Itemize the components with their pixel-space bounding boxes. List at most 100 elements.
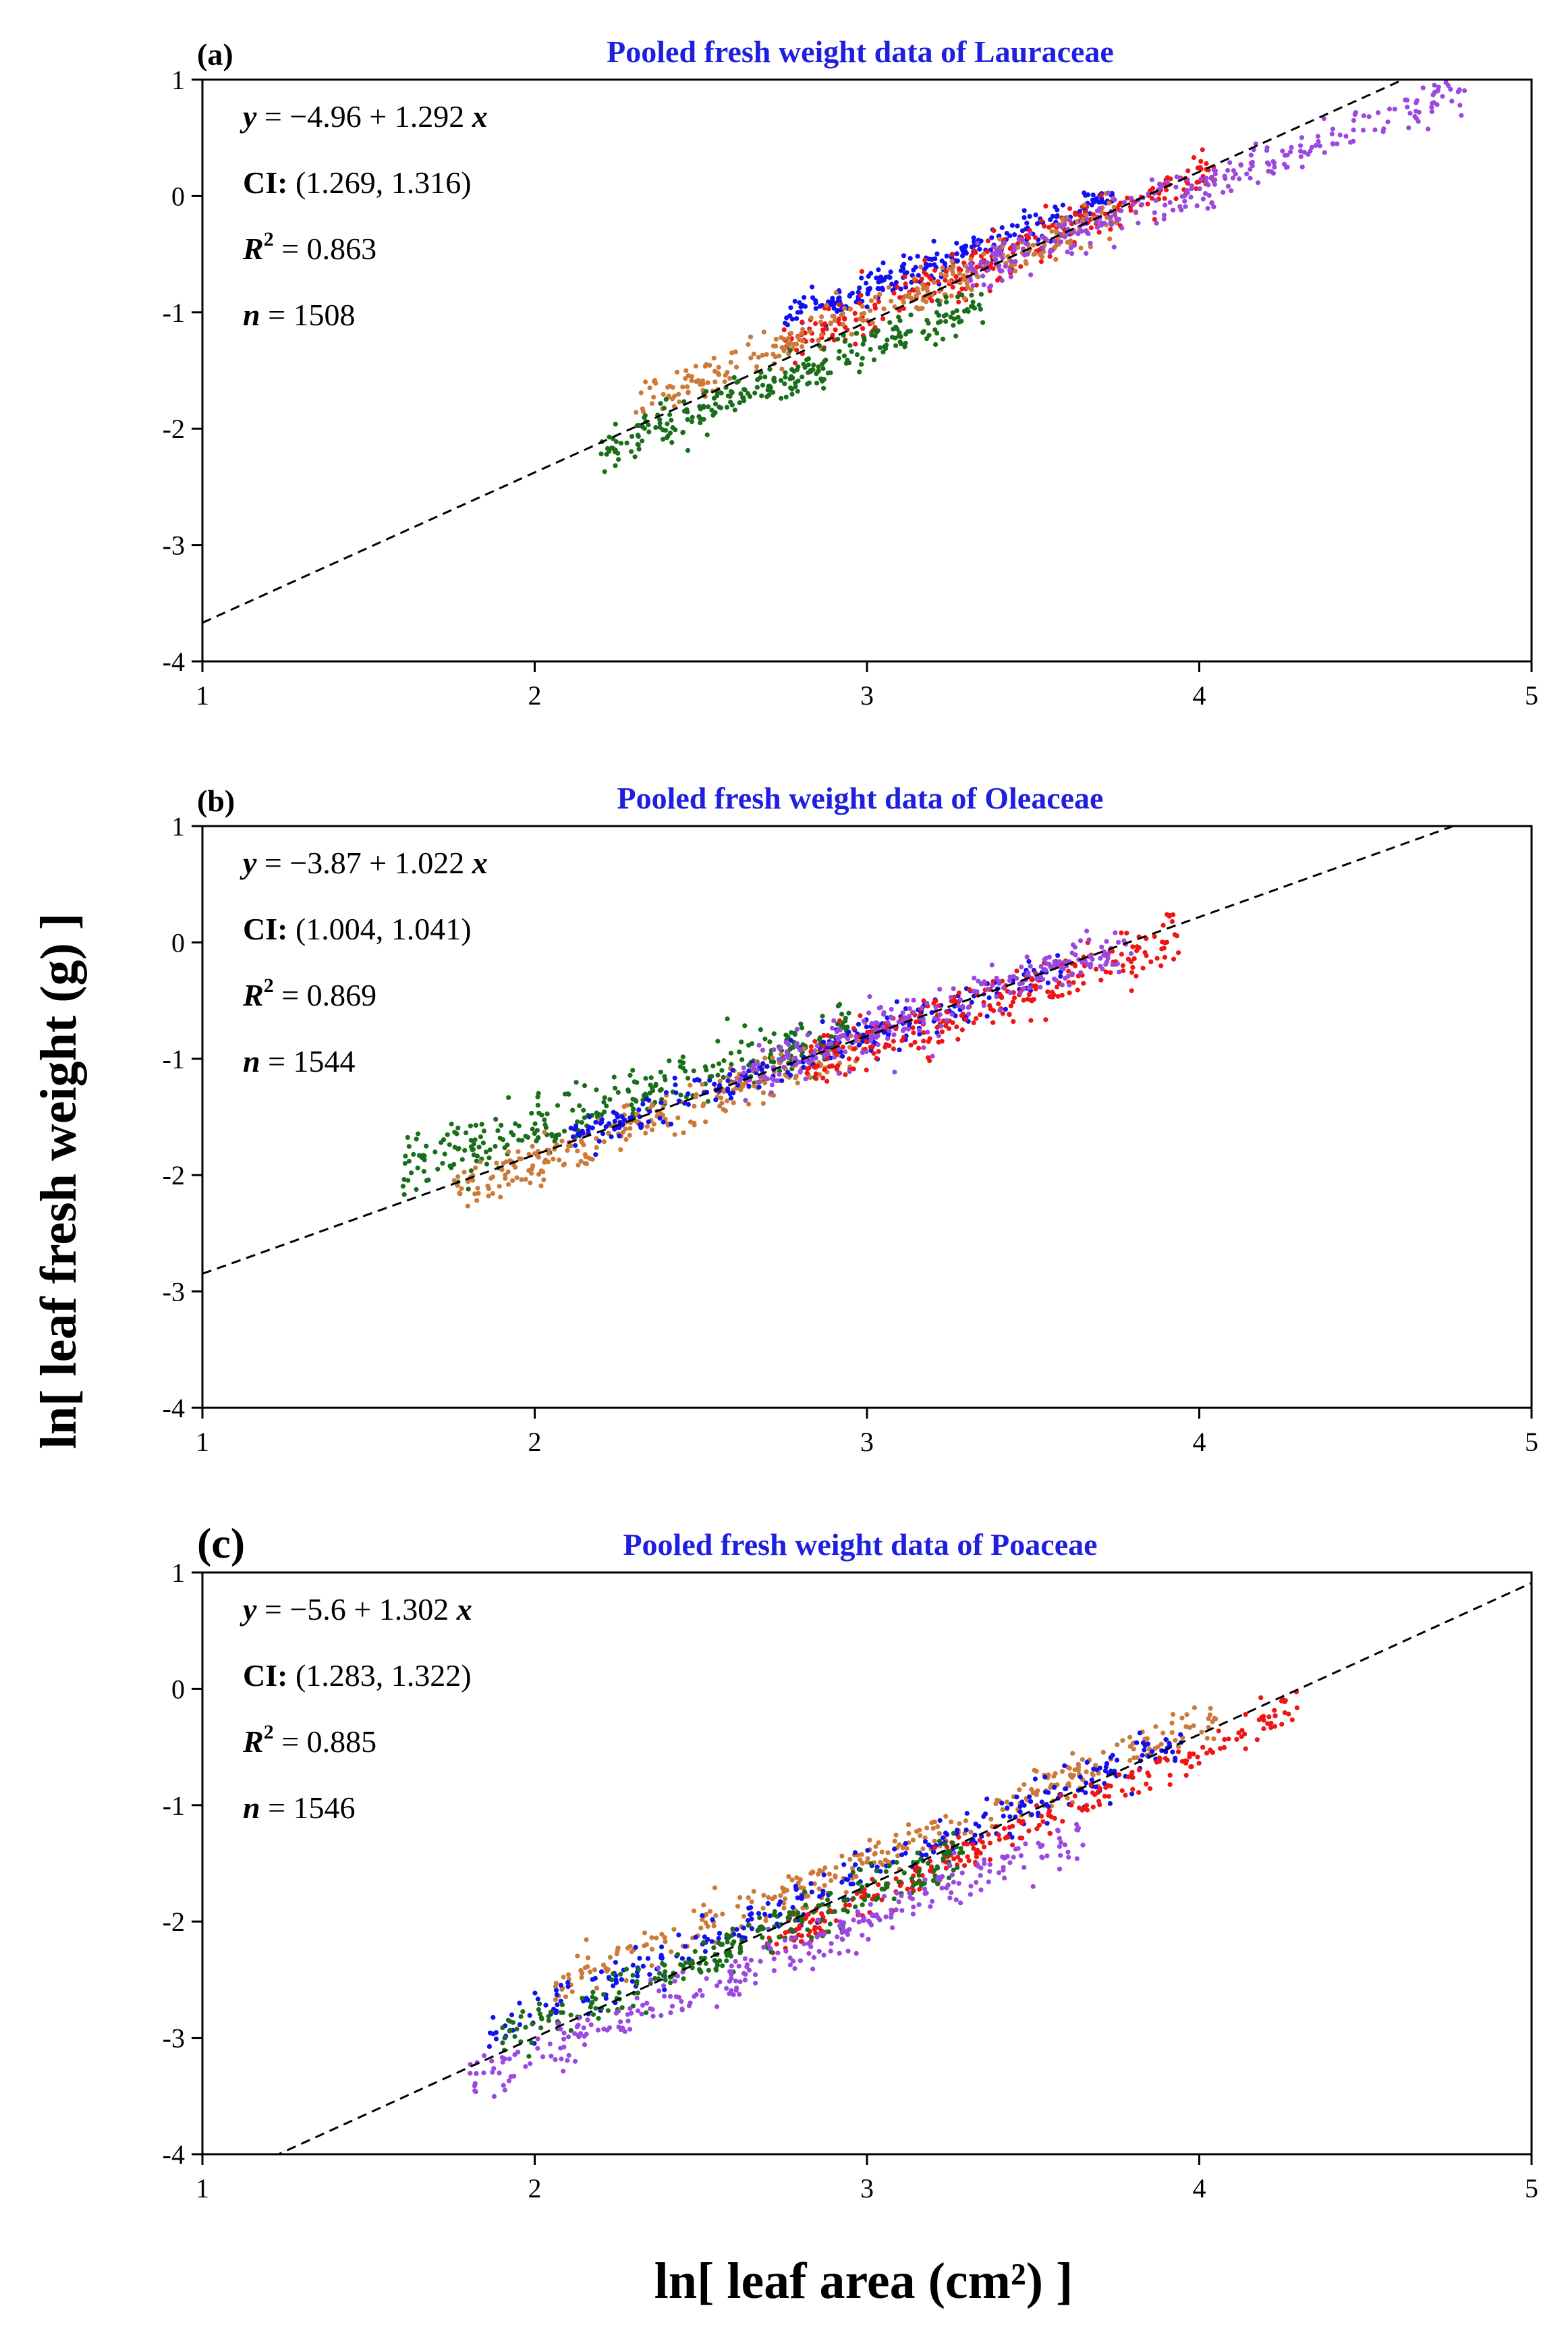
data-point: [1033, 986, 1038, 991]
data-point: [944, 1885, 949, 1890]
data-point: [1100, 1749, 1106, 1755]
data-point: [835, 308, 841, 313]
data-point: [824, 326, 829, 331]
data-point: [951, 1880, 956, 1885]
data-point: [1272, 1714, 1278, 1719]
data-point: [978, 1873, 983, 1878]
r-squared: R2 = 0.869: [242, 975, 376, 1012]
data-point: [1055, 1828, 1061, 1833]
data-point: [1106, 1794, 1111, 1799]
series-0: [783, 190, 1115, 328]
data-point: [635, 441, 640, 447]
data-point: [1169, 1730, 1175, 1735]
data-point: [575, 1148, 580, 1153]
data-point: [737, 1979, 743, 1984]
data-point: [665, 433, 671, 439]
data-point: [1007, 1012, 1012, 1017]
data-point: [1090, 1790, 1096, 1796]
data-point: [867, 285, 872, 291]
data-point: [1097, 1802, 1102, 1807]
data-point: [984, 1014, 990, 1019]
data-point: [888, 269, 893, 275]
data-point: [472, 1191, 478, 1197]
data-point: [1065, 249, 1070, 254]
data-point: [857, 300, 862, 306]
data-point: [1048, 247, 1054, 252]
data-point: [959, 1027, 965, 1033]
data-point: [1013, 269, 1018, 274]
data-point: [989, 962, 995, 968]
data-point: [789, 391, 795, 397]
data-point: [976, 1863, 981, 1869]
data-point: [950, 1840, 955, 1846]
data-point: [1043, 1017, 1048, 1022]
data-point: [616, 457, 621, 462]
data-point: [814, 1063, 820, 1068]
data-point: [1129, 1791, 1135, 1797]
data-point: [1067, 990, 1072, 995]
data-point: [847, 306, 853, 312]
data-point: [766, 392, 772, 398]
equation: y = −3.87 + 1.022 x: [240, 846, 488, 880]
data-point: [464, 1130, 469, 1136]
data-point: [939, 1023, 944, 1029]
data-point: [978, 1851, 983, 1856]
data-point: [1154, 1759, 1160, 1765]
data-point: [802, 1889, 808, 1894]
data-point: [999, 225, 1005, 230]
data-point: [1028, 272, 1034, 277]
data-point: [451, 1178, 457, 1183]
series-1: [451, 1020, 883, 1209]
data-point: [576, 2034, 582, 2039]
data-point: [769, 1083, 775, 1088]
data-point: [996, 1832, 1001, 1838]
data-point: [1148, 1786, 1153, 1791]
data-point: [822, 1931, 827, 1936]
data-point: [866, 273, 871, 279]
data-point: [629, 1979, 636, 1984]
data-point: [930, 1053, 935, 1059]
data-point: [759, 393, 764, 399]
x-tick-label: 2: [528, 680, 542, 711]
data-point: [680, 384, 685, 390]
data-point: [532, 1990, 538, 1996]
data-point: [821, 377, 827, 382]
data-point: [593, 2006, 598, 2011]
data-point: [1133, 973, 1139, 979]
data-point: [727, 1979, 732, 1984]
data-point: [685, 409, 690, 415]
data-point: [730, 1926, 735, 1932]
data-point: [704, 1976, 709, 1981]
data-point: [860, 341, 866, 347]
data-point: [878, 274, 883, 279]
data-point: [628, 2010, 634, 2016]
data-point: [825, 1897, 831, 1902]
data-point: [691, 1908, 697, 1914]
data-point: [662, 1099, 667, 1105]
data-point: [741, 1913, 747, 1919]
data-point: [733, 1959, 738, 1964]
data-point: [968, 256, 974, 262]
data-point: [685, 389, 691, 395]
data-point: [1021, 215, 1027, 220]
data-point: [1116, 217, 1122, 222]
data-point: [1009, 223, 1015, 228]
data-point: [1103, 969, 1109, 975]
data-point: [1198, 176, 1204, 182]
data-point: [777, 1058, 783, 1063]
data-point: [716, 364, 721, 370]
data-point: [1146, 1741, 1151, 1747]
data-point: [646, 1119, 651, 1124]
data-point: [685, 1076, 691, 1081]
data-point: [920, 286, 926, 292]
data-point: [519, 1177, 524, 1182]
data-point: [1067, 217, 1072, 223]
data-point: [1019, 1799, 1025, 1805]
data-point: [993, 1801, 999, 1807]
data-point: [850, 1869, 856, 1875]
data-point: [739, 1039, 744, 1045]
panel-title: Pooled fresh weight data of Oleaceae: [617, 781, 1104, 815]
data-point: [424, 1143, 429, 1149]
data-point: [1392, 107, 1397, 112]
data-point: [1058, 974, 1063, 979]
